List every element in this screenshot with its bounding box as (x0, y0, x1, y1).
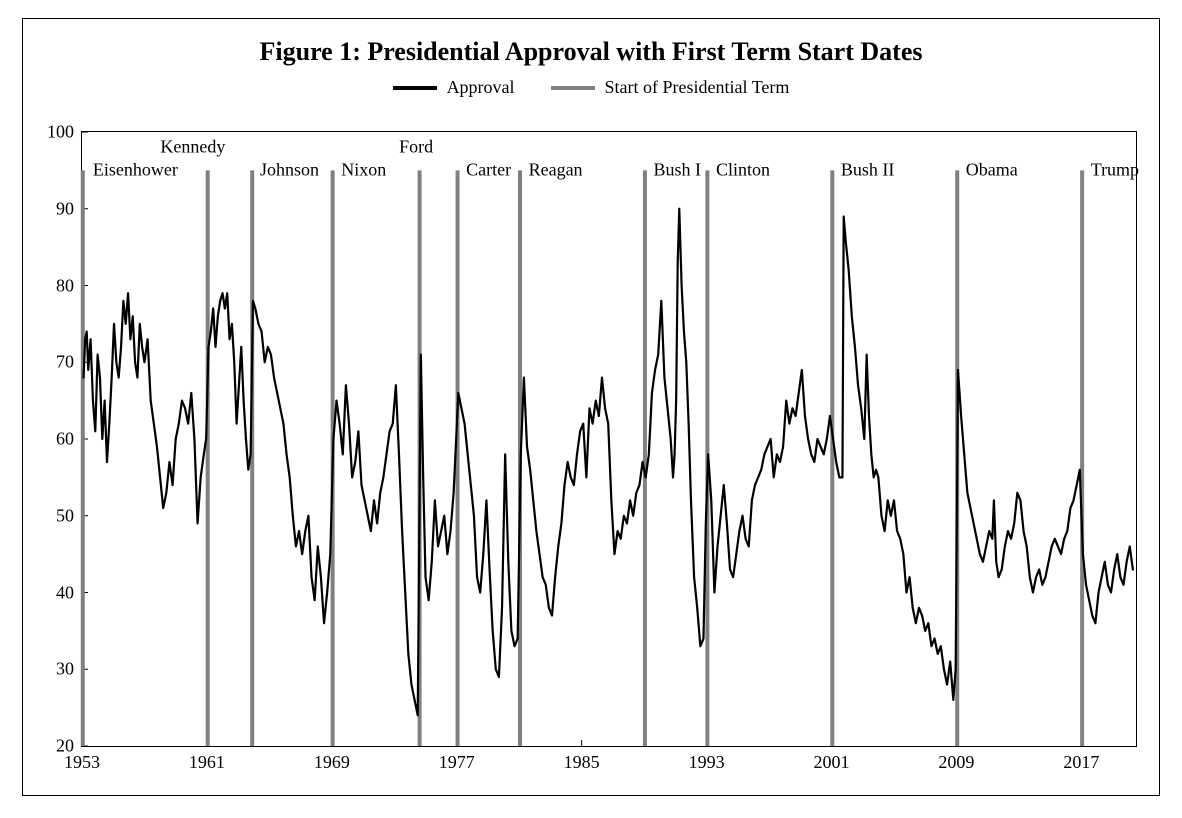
xtick-label: 1969 (314, 746, 350, 773)
approval-line (84, 209, 1133, 716)
president-label: Johnson (260, 160, 319, 181)
president-label: Obama (966, 160, 1018, 181)
president-label: Kennedy (160, 137, 225, 158)
legend-label-approval: Approval (447, 77, 515, 98)
president-label: Bush II (841, 160, 895, 181)
xtick-label: 1985 (564, 746, 600, 773)
xtick-label: 1993 (689, 746, 725, 773)
legend-item-approval: Approval (393, 77, 515, 98)
ytick-label: 70 (56, 352, 82, 373)
legend-swatch-approval (393, 86, 437, 90)
xtick-label: 2001 (814, 746, 850, 773)
chart-title: Figure 1: Presidential Approval with Fir… (23, 37, 1159, 67)
ytick-label: 80 (56, 275, 82, 296)
legend-label-termstart: Start of Presidential Term (605, 77, 790, 98)
xtick-label: 1953 (64, 746, 100, 773)
xtick-label: 2017 (1063, 746, 1099, 773)
ytick-label: 30 (56, 659, 82, 680)
xtick-label: 2009 (938, 746, 974, 773)
figure-panel: Figure 1: Presidential Approval with Fir… (22, 18, 1160, 796)
ytick-label: 90 (56, 198, 82, 219)
legend: Approval Start of Presidential Term (23, 77, 1159, 98)
president-label: Eisenhower (93, 160, 178, 181)
xtick-label: 1977 (439, 746, 475, 773)
legend-swatch-termstart (551, 86, 595, 90)
ytick-label: 60 (56, 429, 82, 450)
ytick-label: 100 (47, 122, 82, 143)
president-label: Bush I (654, 160, 702, 181)
president-label: Clinton (716, 160, 770, 181)
president-label: Trump (1091, 160, 1139, 181)
president-label: Reagan (529, 160, 583, 181)
ytick-label: 50 (56, 505, 82, 526)
president-label: Carter (466, 160, 511, 181)
xtick-label: 1961 (189, 746, 225, 773)
president-label: Ford (399, 137, 433, 158)
plot-area: 2030405060708090100195319611969197719851… (81, 131, 1137, 747)
legend-item-termstart: Start of Presidential Term (551, 77, 790, 98)
ytick-label: 40 (56, 582, 82, 603)
president-label: Nixon (341, 160, 386, 181)
chart-svg (82, 132, 1136, 746)
